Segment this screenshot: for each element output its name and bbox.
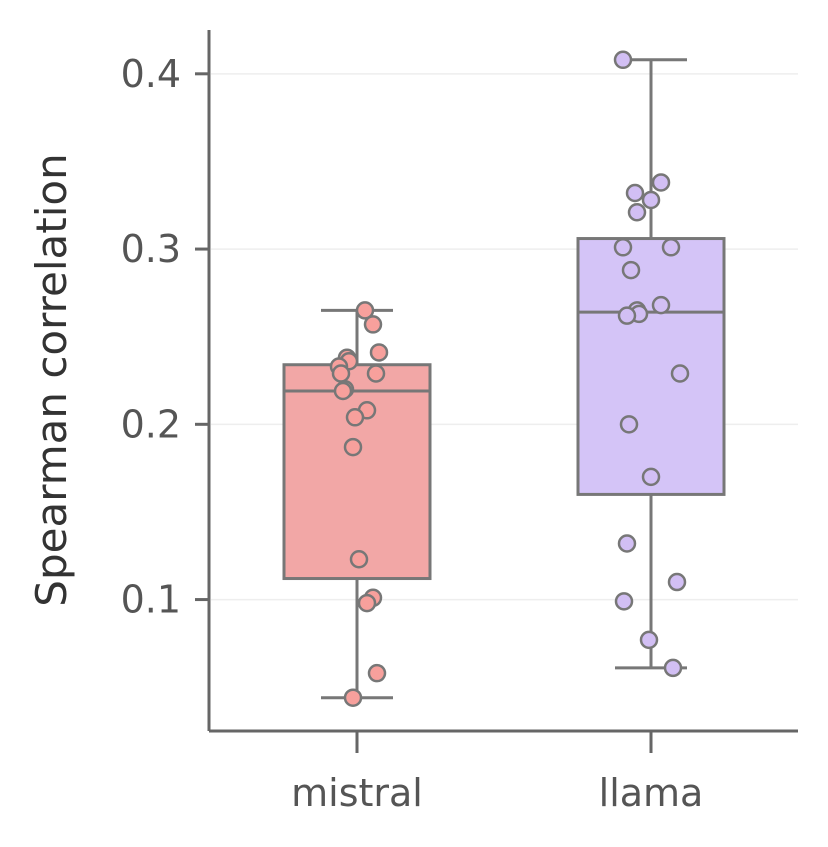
data-point: [343, 437, 363, 457]
y-axis-title: Spearman correlation: [27, 153, 76, 606]
data-point: [663, 658, 683, 678]
y-tick-label: 0.1: [121, 578, 181, 622]
data-point: [651, 295, 671, 315]
data-point: [363, 315, 383, 334]
data-point: [366, 364, 386, 383]
data-point: [614, 592, 634, 611]
data-point: [651, 173, 671, 192]
x-tick-label: llama: [599, 771, 704, 815]
data-point: [670, 364, 690, 383]
y-tick-label: 0.3: [121, 227, 181, 271]
box-group-mistral: [282, 301, 432, 707]
data-point: [613, 238, 633, 257]
data-point: [625, 183, 645, 203]
data-point: [333, 381, 353, 401]
y-tick-label: 0.4: [121, 52, 181, 96]
x-tick-label: mistral: [291, 771, 423, 815]
y-tick-label: 0.2: [121, 402, 181, 446]
box-iqr: [576, 237, 726, 496]
data-point: [667, 572, 687, 592]
data-point: [369, 343, 389, 362]
data-point: [349, 550, 369, 569]
data-point: [357, 593, 377, 613]
y-ticks: 0.1 0.2 0.3 0.4: [121, 52, 209, 622]
data-point: [627, 203, 647, 222]
boxes: [282, 50, 726, 707]
data-point: [355, 301, 375, 320]
data-point: [613, 50, 633, 70]
data-point: [331, 364, 351, 383]
data-point: [641, 467, 661, 487]
data-point: [641, 190, 661, 210]
x-ticks: mistral llama: [291, 731, 703, 815]
data-point: [617, 306, 637, 325]
data-point: [617, 534, 637, 553]
data-point: [621, 260, 641, 280]
data-point: [343, 688, 363, 707]
data-point: [619, 415, 639, 434]
data-point: [345, 408, 365, 427]
box-iqr: [282, 363, 432, 581]
axes: [207, 30, 798, 733]
data-point: [367, 663, 387, 683]
data-point: [661, 238, 681, 257]
box-group-llama: [576, 50, 726, 678]
data-point: [639, 630, 659, 650]
